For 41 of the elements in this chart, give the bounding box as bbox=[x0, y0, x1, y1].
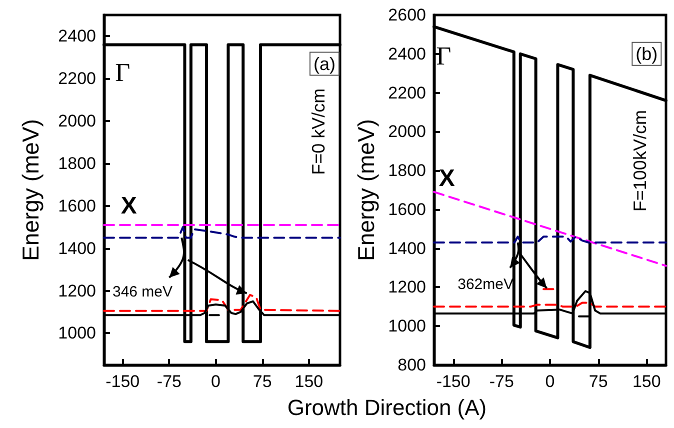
annotation: 346 meV bbox=[112, 283, 173, 300]
annotation: F=100kV/cm bbox=[630, 110, 650, 212]
y-axis-title: Energy (meV) bbox=[352, 119, 379, 261]
y-tick-label: 2600 bbox=[388, 6, 426, 24]
y-tick-label: 2000 bbox=[58, 112, 96, 131]
y-tick-label: 2400 bbox=[58, 26, 96, 46]
annotation: (b) bbox=[636, 44, 658, 64]
y-tick-label: 2000 bbox=[388, 122, 426, 142]
annotation: F=0 kV/cm bbox=[308, 88, 328, 175]
x-tick-label: -75 bbox=[156, 372, 182, 391]
y-tick-label: 1600 bbox=[388, 200, 426, 219]
y-tick-label: 1400 bbox=[388, 238, 426, 258]
annotation: X bbox=[438, 164, 455, 192]
x-tick-label: 0 bbox=[545, 372, 555, 391]
y-tick-label: 1400 bbox=[58, 238, 96, 258]
x-tick-label: -75 bbox=[489, 372, 514, 391]
x-tick-label: 75 bbox=[252, 372, 272, 391]
x-tick-label: 150 bbox=[294, 372, 324, 391]
x-tick-label: 75 bbox=[588, 372, 608, 391]
y-tick-label: 1800 bbox=[388, 161, 426, 180]
y-tick-label: 1200 bbox=[58, 281, 96, 300]
annotation: 362meV bbox=[458, 276, 514, 293]
y-tick-label: 1000 bbox=[388, 316, 426, 336]
x-axis-title: Growth Direction (A) bbox=[286, 395, 488, 421]
y-tick-label: 2200 bbox=[388, 83, 426, 102]
y-tick-label: 1800 bbox=[58, 154, 96, 173]
y-tick-label: 1600 bbox=[58, 196, 96, 216]
x-tick-label: -150 bbox=[436, 372, 470, 391]
y-tick-label: 1200 bbox=[388, 278, 426, 297]
x-tick-label: -150 bbox=[106, 372, 140, 391]
x-tick-label: 150 bbox=[632, 372, 661, 391]
annotation: Γ bbox=[115, 58, 130, 87]
annotation: X bbox=[120, 192, 137, 220]
y-tick-label: 2200 bbox=[58, 69, 96, 88]
y-axis-title: Energy (meV) bbox=[18, 119, 44, 261]
annotation: Γ bbox=[436, 41, 452, 70]
annotation: (a) bbox=[313, 54, 336, 74]
y-tick-label: 2400 bbox=[388, 44, 426, 64]
y-tick-label: 1000 bbox=[58, 324, 96, 343]
x-tick-label: 0 bbox=[211, 372, 221, 391]
y-tick-label: 800 bbox=[398, 356, 426, 374]
